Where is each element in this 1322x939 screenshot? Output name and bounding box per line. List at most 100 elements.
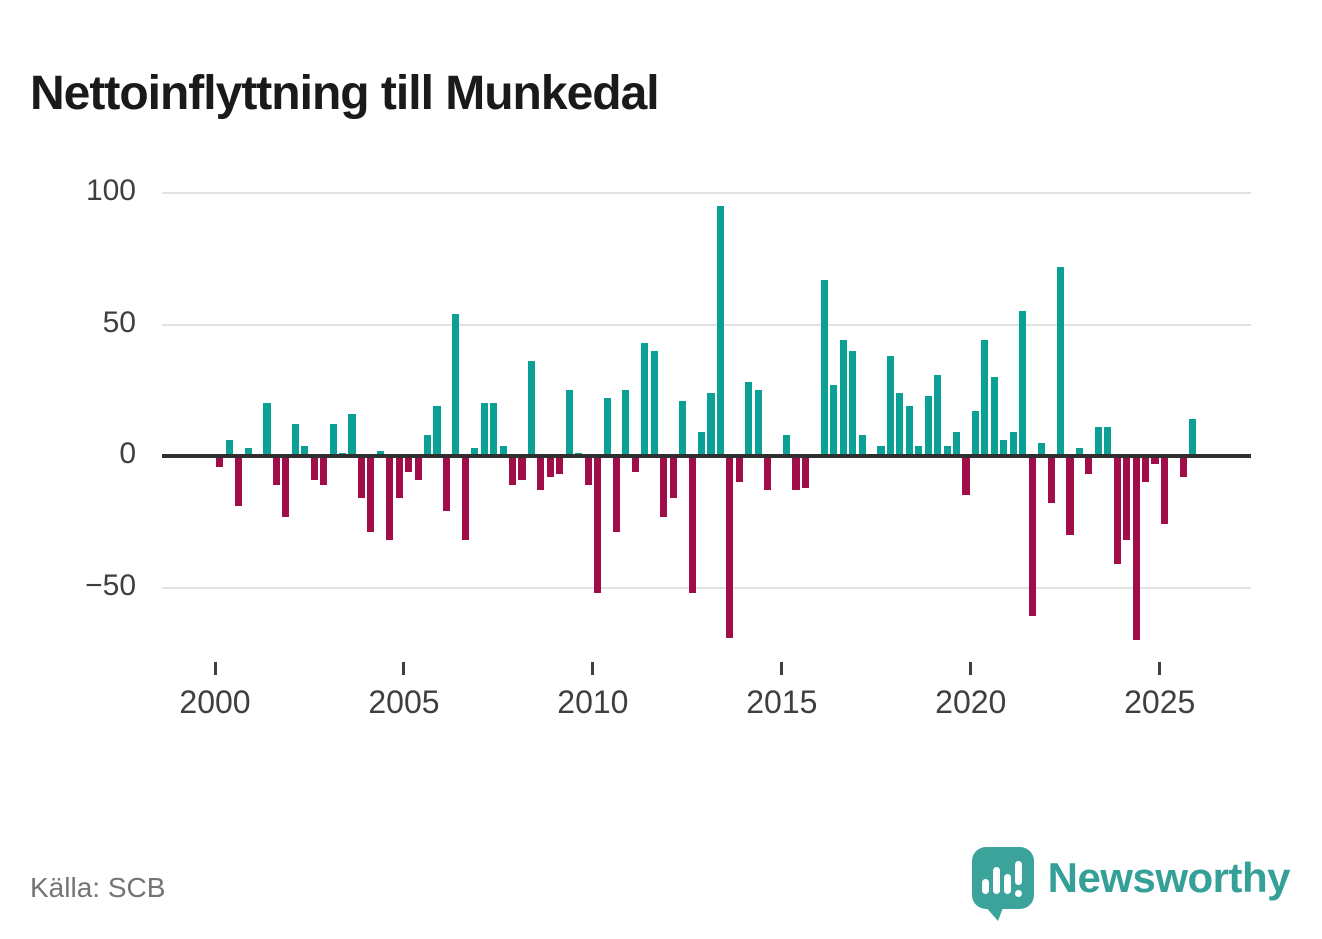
bar-2009-Q4 [584,456,592,485]
bar-2012-Q2 [679,400,687,456]
x-axis-tick [402,662,406,675]
bar-2010-Q3 [612,456,621,533]
bar-2022-Q3 [1066,456,1074,535]
bar-2014-Q3 [764,456,772,491]
y-axis-label: 100 [85,174,136,207]
bar-2007-Q4 [509,456,517,485]
bar-2022-Q2 [1056,266,1065,456]
bar-2022-Q1 [1047,456,1055,504]
bar-2002-Q2 [301,445,309,456]
bar-2005-Q1 [405,456,413,472]
bar-2017-Q3 [877,445,885,456]
bar-2011-Q1 [631,456,639,472]
bar-2006-Q2 [452,314,460,456]
bar-2025-Q1 [1160,456,1168,525]
bar-2015-Q2 [792,456,800,491]
bar-2024-Q3 [1141,456,1150,483]
bar-2004-Q3 [386,456,394,541]
bar-2014-Q1 [745,382,753,456]
bar-2011-Q3 [650,350,658,456]
bar-2002-Q4 [320,456,328,485]
bar-2020-Q4 [1000,440,1008,456]
bar-2019-Q2 [943,445,951,456]
bar-chart-icon [981,879,989,894]
bar-2003-Q1 [329,424,337,456]
bar-2010-Q1 [594,456,602,593]
bar-2007-Q1 [480,403,488,456]
bar-2003-Q3 [348,413,356,456]
bar-2023-Q2 [1094,427,1102,456]
bar-2001-Q4 [282,456,290,517]
bar-2025-Q4 [1189,419,1197,456]
bar-2024-Q2 [1132,456,1140,641]
bar-2006-Q1 [442,456,451,512]
gridline [162,323,1251,326]
bar-2009-Q2 [565,390,573,457]
bar-2007-Q3 [499,445,507,456]
bar-2005-Q3 [424,435,432,456]
bar-2004-Q4 [395,456,403,499]
bar-2008-Q2 [527,361,536,456]
bar-2013-Q3 [726,456,734,638]
bar-2011-Q4 [660,456,668,517]
bar-2005-Q2 [414,456,422,480]
bar-2002-Q1 [291,424,299,456]
bar-2016-Q3 [839,340,847,456]
bar-2021-Q1 [1009,432,1017,456]
newsworthy-badge-icon [971,847,1034,921]
bar-2015-Q1 [782,435,791,456]
bar-2013-Q4 [735,456,743,483]
bar-2002-Q3 [310,456,318,480]
bar-2013-Q1 [707,392,715,456]
bar-2018-Q4 [924,395,932,456]
bar-2019-Q3 [953,432,961,456]
bar-2000-Q4 [244,448,252,456]
bar-2001-Q2 [263,403,271,456]
bar-2012-Q3 [688,456,696,593]
bar-2012-Q1 [669,456,677,499]
bar-2000-Q1 [216,456,224,467]
bar-2016-Q1 [820,279,828,456]
y-axis-label: 0 [119,437,136,470]
bar-2020-Q1 [971,411,980,456]
x-axis-label: 2015 [746,684,818,720]
bar-2001-Q3 [272,456,280,485]
bar-2013-Q2 [716,206,724,456]
bar-2006-Q4 [471,448,479,456]
x-axis-label: 2025 [1124,684,1196,720]
bar-2007-Q2 [490,403,498,456]
bar-2016-Q4 [849,350,857,456]
x-axis-label: 2000 [179,684,251,720]
bar-2015-Q3 [801,456,809,488]
bar-2009-Q1 [556,456,564,475]
x-axis-tick [213,662,217,675]
x-axis-tick [780,662,784,675]
bar-2017-Q1 [858,435,866,456]
bar-2016-Q2 [830,385,838,456]
x-axis-tick [969,662,973,675]
bar-2008-Q3 [537,456,545,491]
bar-2004-Q1 [367,456,375,533]
bar-2023-Q3 [1104,427,1112,456]
bar-2020-Q3 [990,377,998,456]
bar-2006-Q3 [461,456,469,541]
x-axis-label: 2020 [935,684,1007,720]
bar-2005-Q4 [433,406,441,456]
y-axis-label: 50 [102,305,136,339]
bar-2010-Q4 [622,390,630,457]
exclamation-icon [1014,861,1022,885]
bar-2017-Q4 [886,356,895,456]
x-axis-label: 2010 [557,684,629,720]
x-axis-tick [1158,662,1162,675]
page-title: Nettoinflyttning till Munkedal [30,67,660,121]
bar-2020-Q2 [981,340,989,456]
x-axis-zero-line [162,454,1251,458]
bar-2014-Q2 [754,390,762,457]
bar-2021-Q2 [1019,311,1027,457]
bar-2003-Q4 [357,456,365,499]
bar-2025-Q3 [1179,456,1187,477]
bar-2024-Q1 [1123,456,1131,541]
bar-2023-Q4 [1113,456,1121,564]
source-note: Källa: SCB [30,872,166,903]
x-axis-label: 2005 [368,684,440,720]
